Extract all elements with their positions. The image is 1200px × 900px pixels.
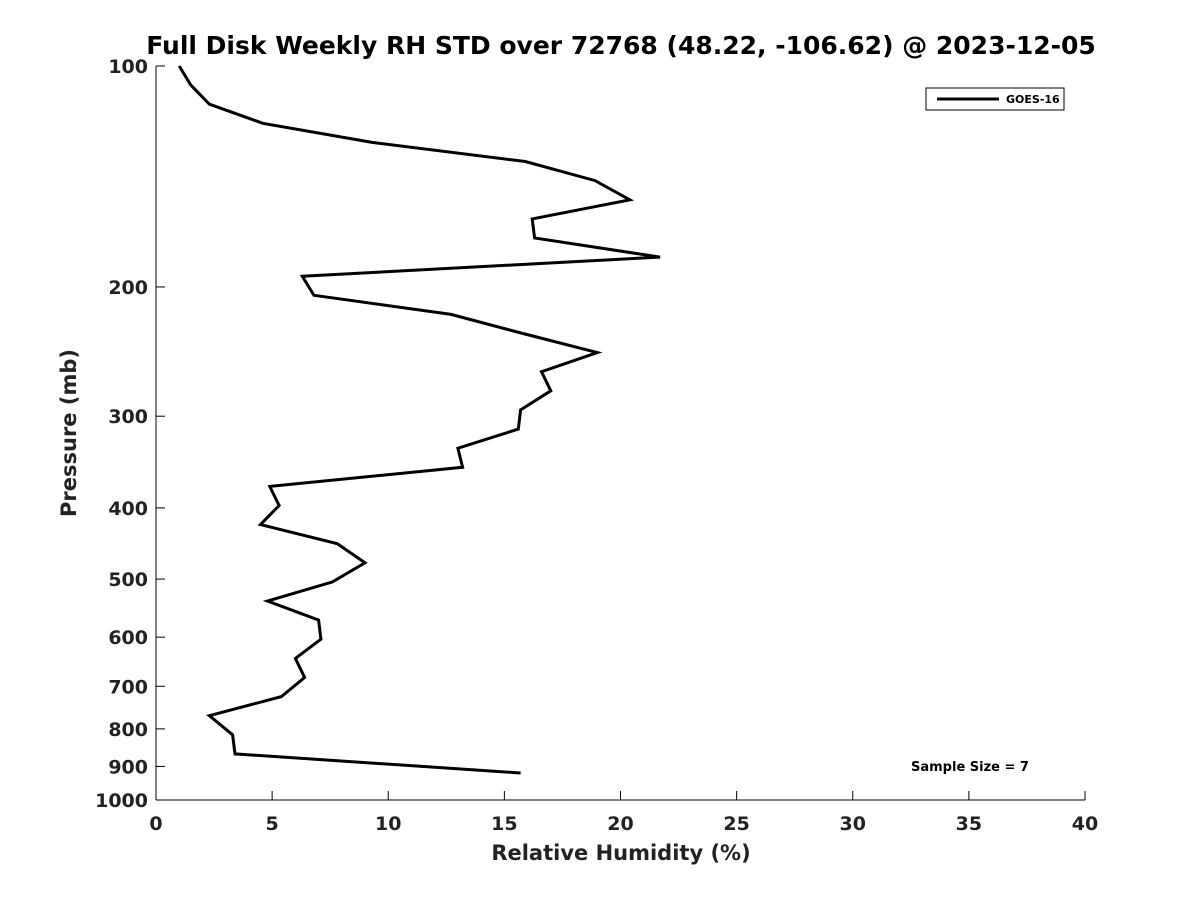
y-tick-label: 500 (108, 569, 148, 591)
y-tick-label: 900 (108, 756, 148, 778)
x-tick-label: 0 (149, 813, 162, 835)
y-tick-label: 600 (108, 627, 148, 649)
sample-size-annotation: Sample Size = 7 (911, 760, 1029, 775)
y-tick-label: 800 (108, 719, 148, 741)
y-ticks: 100 200 300 400 500 600 700 800 900 1000 (95, 56, 165, 812)
x-axis-label: Relative Humidity (%) (491, 841, 750, 865)
chart-title: Full Disk Weekly RH STD over 72768 (48.2… (146, 31, 1096, 60)
x-ticks: 0 5 10 15 20 25 30 35 40 (149, 791, 1098, 835)
x-tick-label: 35 (956, 813, 982, 835)
series-line-goes-16 (177, 65, 661, 775)
y-tick-label: 400 (108, 498, 148, 520)
x-tick-label: 10 (375, 813, 401, 835)
legend-label: GOES-16 (1006, 93, 1060, 106)
x-tick-label: 30 (840, 813, 866, 835)
x-tick-label: 15 (491, 813, 517, 835)
x-tick-label: 5 (266, 813, 279, 835)
x-tick-label: 20 (607, 813, 633, 835)
y-tick-label: 1000 (95, 790, 148, 812)
x-tick-label: 40 (1072, 813, 1098, 835)
y-tick-label: 200 (108, 277, 148, 299)
y-tick-label: 100 (108, 56, 148, 78)
y-tick-label: 300 (108, 406, 148, 428)
y-axis-label: Pressure (mb) (57, 349, 81, 517)
legend: GOES-16 (925, 87, 1065, 111)
x-tick-label: 25 (723, 813, 749, 835)
y-tick-label: 700 (108, 676, 148, 698)
